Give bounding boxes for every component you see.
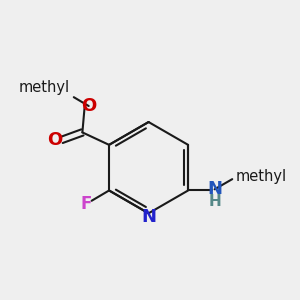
- Text: N: N: [141, 208, 156, 226]
- Text: N: N: [207, 180, 222, 198]
- Text: H: H: [208, 194, 221, 209]
- Text: methyl: methyl: [235, 169, 286, 184]
- Text: O: O: [47, 131, 63, 149]
- Text: methyl: methyl: [18, 80, 69, 95]
- Text: O: O: [81, 97, 96, 115]
- Text: F: F: [80, 195, 92, 213]
